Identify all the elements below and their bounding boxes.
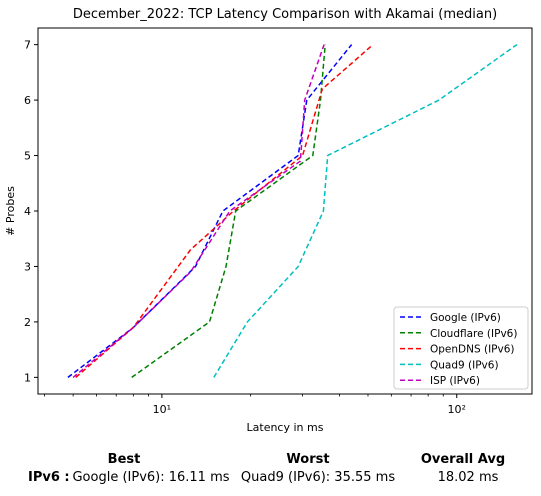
legend-box [393,306,529,390]
legend-label: Google (IPv6) [430,312,501,324]
y-tick-label: 3 [24,260,31,273]
summary-table: Best Worst Overall Avg IPv6 : Google (IP… [0,450,541,496]
series-line [75,44,374,378]
legend-label: Cloudflare (IPv6) [430,328,517,340]
axis-ticks: 1 2 3 4 5 6 7 10¹ 10² [24,39,466,416]
y-tick-label: 6 [24,94,31,107]
y-tick-label: 1 [24,371,31,384]
ipv6-row-label: IPv6 : [28,470,70,485]
y-tick-label: 5 [24,150,31,163]
series-line [131,44,326,379]
worst-value: Quad9 (IPv6): 35.55 ms [240,470,396,485]
y-axis-label: # Probes [4,186,17,236]
worst-header: Worst [286,452,330,467]
y-tick-label: 2 [24,316,31,329]
legend-label: OpenDNS (IPv6) [430,344,515,356]
y-tick-label: 7 [24,39,31,52]
series-line [72,44,325,378]
x-tick-label: 10² [448,403,466,416]
x-axis-label: Latency in ms [247,421,324,434]
legend-label: ISP (IPv6) [430,375,480,387]
overall-value: 18.02 ms [437,470,499,485]
y-tick-label: 4 [24,205,31,218]
latency-chart: December_2022: TCP Latency Comparison wi… [4,7,533,434]
best-header: Best [107,452,141,467]
series-line [213,43,518,378]
legend: Google (IPv6) Cloudflare (IPv6) OpenDNS (I… [393,306,529,390]
overall-header: Overall Avg [420,452,506,467]
series-line [67,44,353,378]
series-lines [67,43,518,379]
legend-label: Quad9 (IPv6) [430,359,499,371]
best-value: Google (IPv6): 16.11 ms [72,470,230,485]
chart-title: December_2022: TCP Latency Comparison wi… [73,7,497,22]
x-tick-label: 10¹ [153,403,171,416]
